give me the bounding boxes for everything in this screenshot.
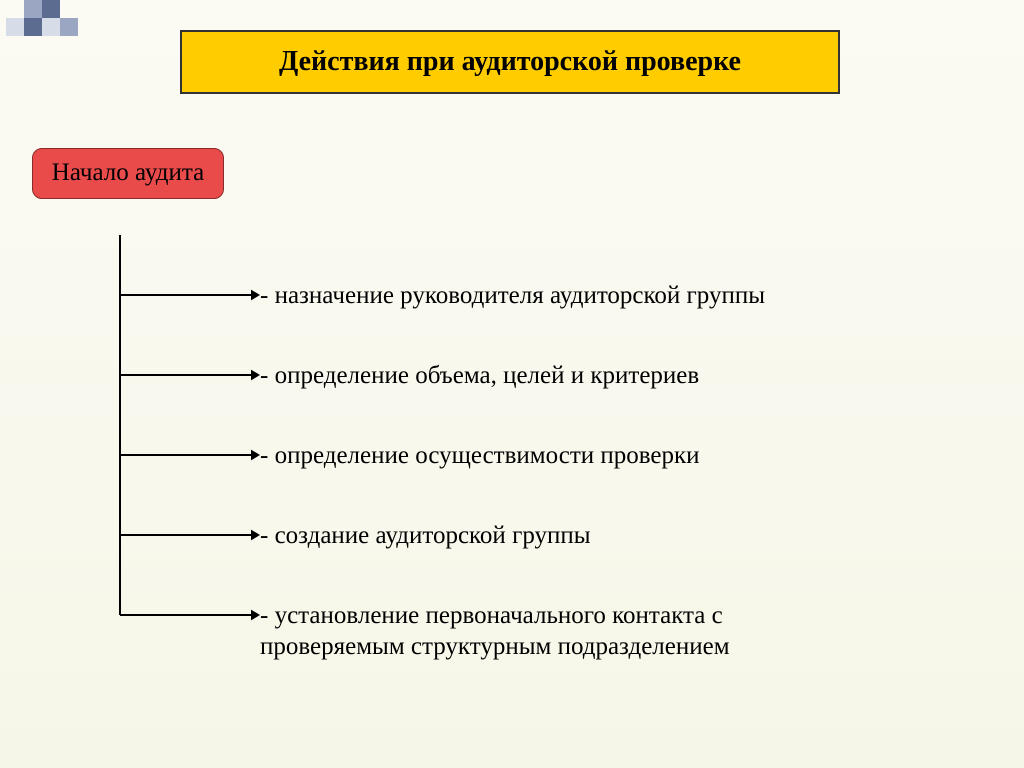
deco-square xyxy=(6,18,24,36)
corner-decoration xyxy=(0,0,90,50)
deco-square xyxy=(42,18,60,36)
deco-square xyxy=(24,0,42,18)
deco-square xyxy=(24,18,42,36)
deco-square xyxy=(42,0,60,18)
flow-item: - назначение руководителя аудиторской гр… xyxy=(260,280,765,311)
flow-item: - создание аудиторской группы xyxy=(260,520,591,551)
deco-square xyxy=(60,18,78,36)
flow-item: - установление первоначального контакта … xyxy=(260,600,730,663)
flow-item: - определение осуществимости проверки xyxy=(260,440,700,471)
start-node: Начало аудита xyxy=(32,148,224,199)
slide-title: Действия при аудиторской проверке xyxy=(180,30,840,94)
flow-item: - определение объема, целей и критериев xyxy=(260,360,699,391)
